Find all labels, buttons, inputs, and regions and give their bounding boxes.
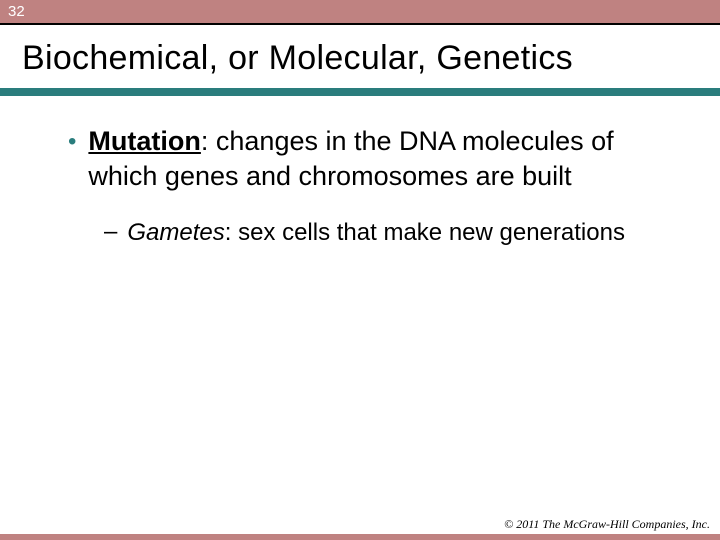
sub-bullet-rest: : sex cells that make new generations — [225, 219, 625, 246]
sub-bullet-term: Gametes — [127, 219, 224, 246]
sub-bullet-item: – Gametes: sex cells that make new gener… — [104, 217, 660, 248]
bullet-term: Mutation — [88, 126, 200, 156]
page-number: 32 — [8, 3, 25, 20]
bullet-text: Mutation: changes in the DNA molecules o… — [88, 124, 660, 193]
sub-bullet-marker: – — [104, 217, 117, 247]
sub-bullet-text: Gametes: sex cells that make new generat… — [127, 217, 625, 248]
bullet-item: • Mutation: changes in the DNA molecules… — [68, 124, 660, 193]
copyright-text: © 2011 The McGraw-Hill Companies, Inc. — [504, 517, 710, 532]
slide-title: Biochemical, or Molecular, Genetics — [0, 25, 720, 88]
header-bar: 32 — [0, 0, 720, 23]
bullet-marker: • — [68, 124, 76, 158]
slide: 32 Biochemical, or Molecular, Genetics •… — [0, 0, 720, 540]
thick-rule — [0, 88, 720, 96]
content-area: • Mutation: changes in the DNA molecules… — [0, 96, 720, 248]
footer-rule — [0, 534, 720, 540]
